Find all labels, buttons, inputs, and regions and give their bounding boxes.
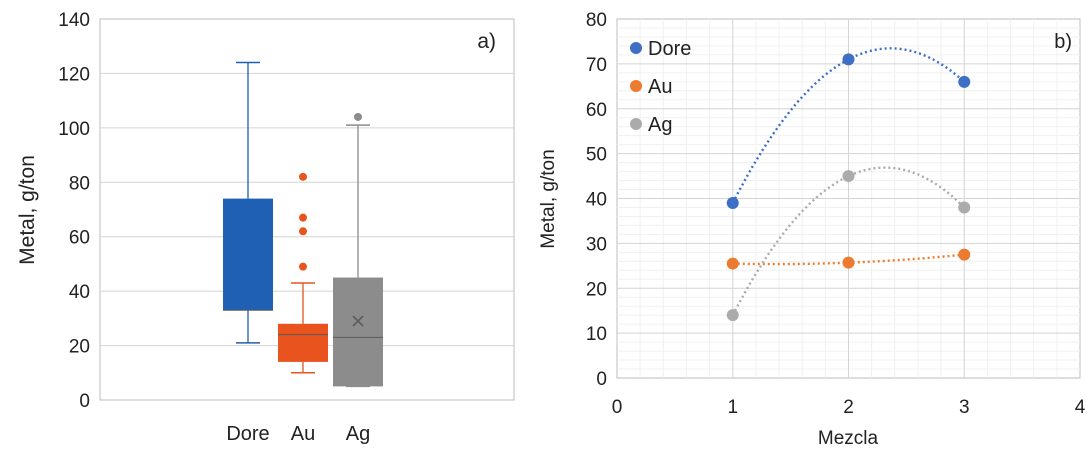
y-tick-label: 50 bbox=[586, 145, 607, 166]
box-dore bbox=[223, 61, 273, 344]
data-point-au bbox=[726, 257, 739, 270]
box-body bbox=[223, 198, 273, 311]
y-tick-label: 70 bbox=[586, 55, 607, 76]
legend: Dore Au Ag bbox=[630, 38, 691, 136]
legend-marker-ag bbox=[630, 118, 642, 130]
data-point-ag bbox=[842, 170, 855, 183]
x-tick-label: 3 bbox=[959, 397, 970, 418]
y-tick-label: 40 bbox=[586, 190, 607, 211]
y-tick-label: 40 bbox=[69, 282, 90, 303]
outlier-point bbox=[299, 172, 307, 181]
y-tick-label: 60 bbox=[586, 100, 607, 121]
data-point-au bbox=[842, 256, 855, 269]
panel-label: b) bbox=[1054, 31, 1072, 53]
y-axis-label: Metal, g/ton bbox=[16, 155, 39, 265]
x-tick-label: 1 bbox=[727, 397, 738, 418]
grid-lines bbox=[100, 72, 514, 347]
box-body bbox=[278, 323, 328, 362]
y-tick-label: 120 bbox=[58, 64, 90, 85]
data-point-au bbox=[958, 248, 971, 261]
box-plot-panel: 0 20 40 60 80 100 120 140 Dore Au Ag Metal, g/ton… bbox=[16, 10, 515, 445]
x-tick-label: 4 bbox=[1075, 397, 1086, 418]
outlier-point bbox=[354, 112, 362, 121]
trendline-dore bbox=[731, 47, 966, 204]
data-point-ag bbox=[726, 309, 739, 322]
data-point-dore bbox=[958, 75, 971, 88]
y-tick-label: 30 bbox=[586, 234, 607, 255]
outlier-point bbox=[299, 227, 307, 236]
data-point-ag bbox=[958, 201, 971, 214]
x-tick-labels: 0 1 2 3 4 bbox=[612, 397, 1086, 418]
y-tick-label: 140 bbox=[58, 10, 90, 31]
data-point-dore bbox=[842, 53, 855, 66]
legend-label-ag: Ag bbox=[648, 114, 672, 136]
box-ag bbox=[333, 112, 383, 388]
x-tick-label: 2 bbox=[843, 397, 854, 418]
trendline-ag bbox=[731, 166, 966, 316]
data-point-dore bbox=[726, 196, 739, 209]
y-tick-label: 80 bbox=[69, 173, 90, 194]
mean-marker bbox=[352, 315, 364, 327]
panel-label: a) bbox=[477, 30, 496, 53]
x-tick-labels: Dore Au Ag bbox=[226, 423, 370, 445]
y-axis-label: Metal, g/ton bbox=[538, 149, 559, 248]
y-tick-labels: 0 10 20 30 40 50 60 70 80 bbox=[586, 10, 607, 390]
legend-label-au: Au bbox=[648, 76, 672, 98]
grid-lines bbox=[617, 19, 1080, 378]
y-tick-label: 80 bbox=[586, 10, 607, 31]
data-points bbox=[726, 53, 971, 322]
x-tick-label: 0 bbox=[612, 397, 623, 418]
x-tick-label: Dore bbox=[226, 423, 269, 445]
y-tick-labels: 0 20 40 60 80 100 120 140 bbox=[58, 10, 90, 412]
boxes bbox=[223, 61, 383, 388]
x-tick-label: Au bbox=[291, 423, 315, 445]
y-tick-label: 0 bbox=[596, 369, 607, 390]
y-tick-label: 0 bbox=[79, 391, 90, 412]
legend-label-dore: Dore bbox=[648, 38, 691, 60]
legend-marker-dore bbox=[630, 42, 642, 54]
y-tick-label: 100 bbox=[58, 119, 90, 140]
outlier-point bbox=[299, 262, 307, 271]
x-axis-label: Mezcla bbox=[818, 428, 879, 449]
y-tick-label: 60 bbox=[69, 228, 90, 249]
y-tick-label: 20 bbox=[69, 337, 90, 358]
y-tick-label: 10 bbox=[586, 324, 607, 345]
legend-marker-au bbox=[630, 80, 642, 92]
outlier-point bbox=[299, 213, 307, 222]
box-au bbox=[278, 172, 328, 374]
y-tick-label: 20 bbox=[586, 279, 607, 300]
box-body bbox=[333, 277, 383, 387]
x-tick-label: Ag bbox=[346, 423, 370, 445]
